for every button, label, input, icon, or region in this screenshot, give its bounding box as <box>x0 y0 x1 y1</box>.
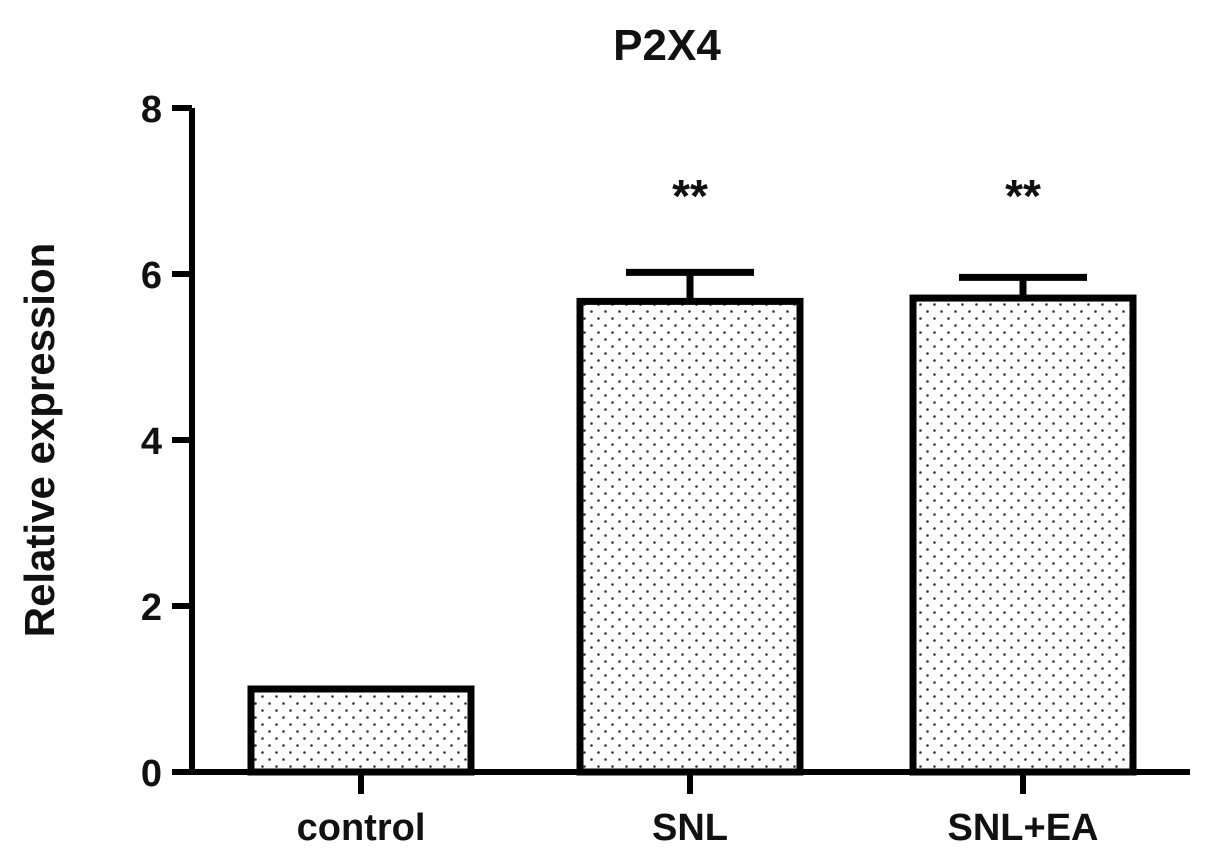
y-tick-label: 2 <box>141 587 162 629</box>
y-axis-label: Relative expression <box>16 243 63 638</box>
y-tick-label: 8 <box>141 89 162 131</box>
x-categories: control SNL SNL+EA <box>297 772 1099 849</box>
bars: ** ** <box>247 170 1137 776</box>
y-tick-label: 6 <box>141 255 162 297</box>
bar-snl <box>576 297 804 776</box>
x-category-label: SNL+EA <box>948 807 1099 849</box>
y-tick-label: 0 <box>141 753 162 795</box>
x-category-label: control <box>297 807 426 849</box>
significance-marker: ** <box>672 170 708 222</box>
y-ticks: 0 2 4 6 8 <box>141 89 192 795</box>
bar-control <box>247 685 475 776</box>
y-tick-label: 4 <box>141 421 162 463</box>
bar-snl-ea <box>909 294 1137 776</box>
x-category-label: SNL <box>652 807 728 849</box>
chart-title: P2X4 <box>613 21 721 70</box>
significance-marker: ** <box>1005 170 1041 222</box>
